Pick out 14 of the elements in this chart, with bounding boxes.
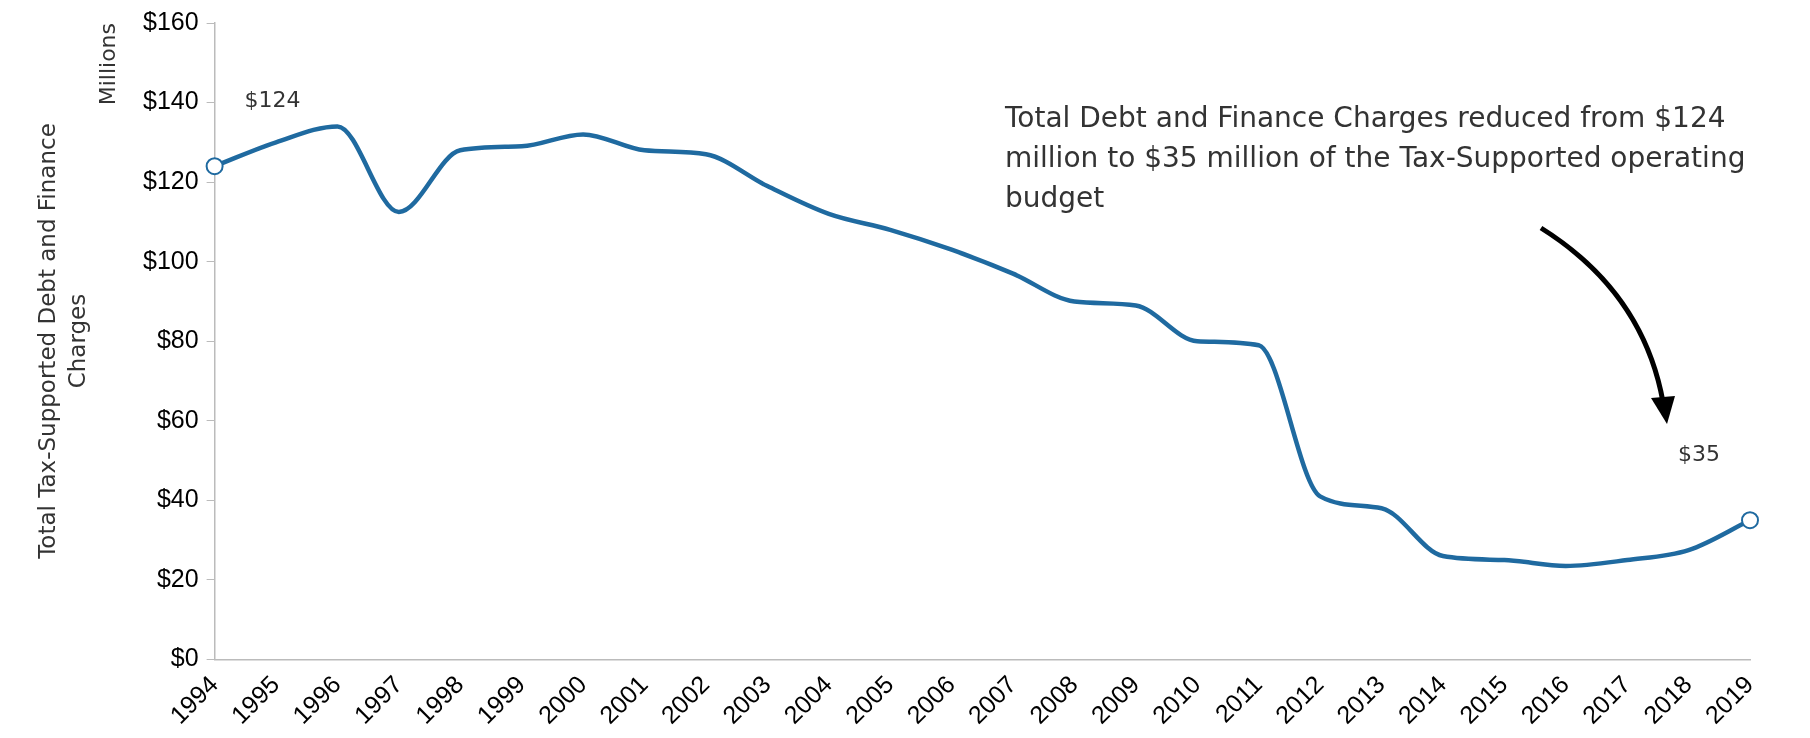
y-tick-label: $160 <box>142 6 199 35</box>
y-tick-label: $60 <box>156 404 199 433</box>
y-tick-label: $120 <box>142 166 199 195</box>
y-tick-label: $80 <box>156 325 199 354</box>
y-tick-label: $100 <box>142 245 199 274</box>
data-label: $35 <box>1678 440 1720 466</box>
y-axis-title: Total Tax-Supported Debt and Finance Charges <box>33 122 91 562</box>
y-tick-label: $140 <box>142 86 199 115</box>
data-label: $124 <box>244 86 301 112</box>
y-tick-label: $0 <box>170 643 199 672</box>
y-tick-label: $40 <box>156 484 199 513</box>
y-tick-label: $20 <box>156 563 199 592</box>
text: Millions <box>94 23 120 106</box>
annotation: Total Debt and Finance Charges reduced from $124 million to $35 million of the Tax-Supported operating budget <box>1005 100 1747 216</box>
